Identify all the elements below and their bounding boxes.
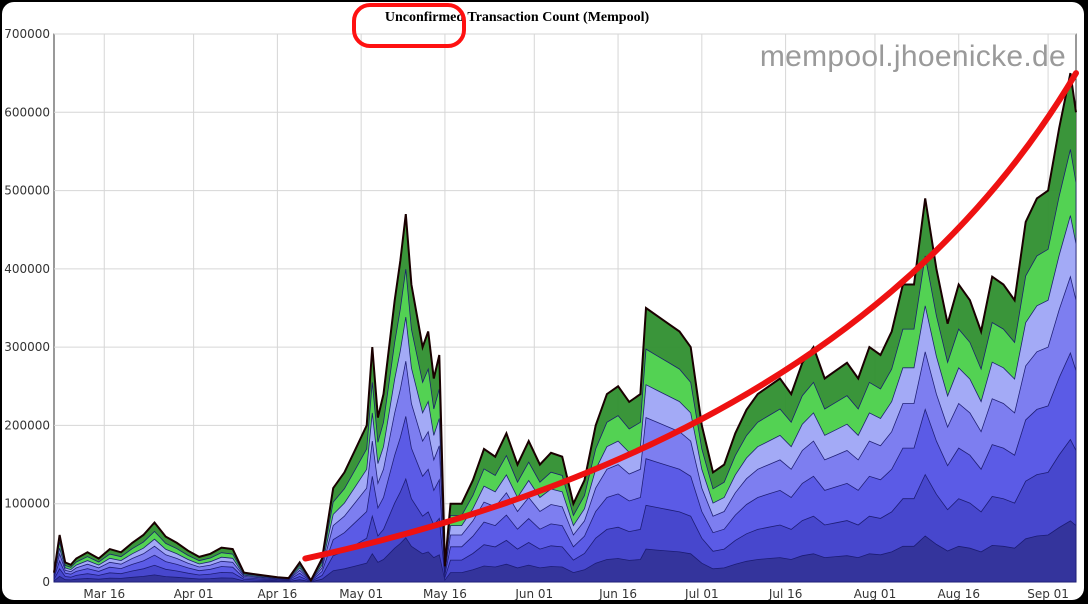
y-tick-label: 300000 [4,340,50,354]
x-tick-label: May 16 [423,587,467,600]
trend-curve [302,70,1079,562]
x-tick-label: Aug 16 [937,587,980,600]
y-tick-label: 100000 [4,497,50,511]
y-tick-label: 400000 [4,262,50,276]
y-tick-label: 600000 [4,105,50,119]
y-tick-label: 500000 [4,184,50,198]
y-tick-label: 700000 [4,27,50,41]
x-tick-label: Jul 16 [768,587,803,600]
x-tick-label: Jun 01 [514,587,553,600]
x-tick-label: Jul 01 [684,587,719,600]
total-count-line [53,72,1077,583]
area-layer [53,72,1077,583]
trend-layer [302,70,1079,562]
x-tick-label: May 01 [339,587,383,600]
fee-band-area [53,520,1077,583]
y-tick-label: 200000 [4,418,50,432]
y-tick-label: 0 [42,575,50,589]
x-tick-label: Apr 16 [257,587,297,600]
x-tick-label: Sep 01 [1027,587,1069,600]
x-tick-label: Jun 16 [598,587,637,600]
x-tick-label: Apr 01 [174,587,214,600]
x-tick-label: Mar 16 [83,587,125,600]
fee-band-area [53,438,1077,583]
chart-title: Unconfirmed Transaction Count (Mempool) [384,10,650,25]
x-tick-label: Aug 01 [854,587,897,600]
axis-layer: 0 100000 200000 300000 400000 500000 600000 700… [4,27,1069,600]
watermark: mempool.jhoenicke.de [759,40,1066,73]
